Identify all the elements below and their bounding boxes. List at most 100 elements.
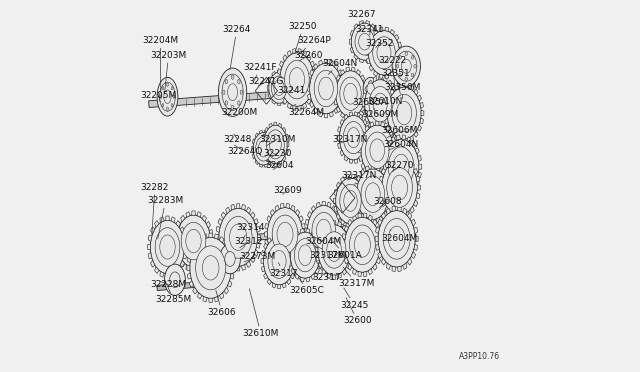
Polygon shape <box>337 106 340 113</box>
Polygon shape <box>341 77 344 83</box>
Polygon shape <box>269 161 273 166</box>
Polygon shape <box>193 287 197 294</box>
Polygon shape <box>186 265 190 270</box>
Polygon shape <box>401 214 404 219</box>
Ellipse shape <box>223 90 225 94</box>
Polygon shape <box>226 207 230 214</box>
Polygon shape <box>364 190 367 196</box>
Ellipse shape <box>367 83 374 94</box>
Ellipse shape <box>323 232 346 268</box>
Ellipse shape <box>150 220 184 274</box>
Polygon shape <box>356 175 361 182</box>
Polygon shape <box>224 242 228 248</box>
Polygon shape <box>188 257 191 263</box>
Polygon shape <box>177 254 181 261</box>
Ellipse shape <box>310 63 342 114</box>
Polygon shape <box>305 236 309 242</box>
Polygon shape <box>364 83 367 89</box>
Polygon shape <box>316 247 318 253</box>
Ellipse shape <box>225 79 228 84</box>
Ellipse shape <box>264 237 294 285</box>
Ellipse shape <box>396 64 399 68</box>
Polygon shape <box>292 49 296 54</box>
Polygon shape <box>226 261 230 267</box>
Text: 32282: 32282 <box>141 183 169 235</box>
Ellipse shape <box>177 215 211 267</box>
Polygon shape <box>390 211 394 217</box>
Polygon shape <box>354 54 358 60</box>
Polygon shape <box>189 280 194 287</box>
Text: 32273M: 32273M <box>239 252 275 262</box>
Polygon shape <box>401 155 404 161</box>
Polygon shape <box>365 166 369 171</box>
Ellipse shape <box>339 115 367 160</box>
Ellipse shape <box>225 251 235 266</box>
Polygon shape <box>378 129 382 132</box>
Polygon shape <box>381 155 385 161</box>
Polygon shape <box>280 92 284 98</box>
Polygon shape <box>292 106 296 110</box>
Polygon shape <box>363 119 367 125</box>
Polygon shape <box>389 131 394 138</box>
Polygon shape <box>394 85 399 91</box>
Polygon shape <box>394 135 399 141</box>
Polygon shape <box>376 227 380 234</box>
Ellipse shape <box>202 256 219 280</box>
Polygon shape <box>361 106 365 113</box>
Polygon shape <box>338 142 341 148</box>
Polygon shape <box>342 269 346 275</box>
Ellipse shape <box>365 132 389 169</box>
Polygon shape <box>363 150 367 156</box>
Polygon shape <box>342 250 346 256</box>
Polygon shape <box>334 190 337 196</box>
Polygon shape <box>338 127 341 133</box>
Polygon shape <box>150 260 155 267</box>
Ellipse shape <box>392 46 420 86</box>
Polygon shape <box>268 93 271 99</box>
Polygon shape <box>361 182 365 188</box>
Polygon shape <box>403 263 407 270</box>
Polygon shape <box>376 257 381 264</box>
Polygon shape <box>376 31 379 36</box>
Polygon shape <box>415 236 418 242</box>
Ellipse shape <box>240 90 243 94</box>
Polygon shape <box>365 86 369 92</box>
Text: 32312: 32312 <box>234 237 263 248</box>
Polygon shape <box>417 95 422 101</box>
Polygon shape <box>278 161 282 166</box>
Polygon shape <box>342 86 345 91</box>
Polygon shape <box>359 139 362 145</box>
Polygon shape <box>392 266 396 272</box>
Polygon shape <box>310 92 314 98</box>
Polygon shape <box>250 212 255 219</box>
Polygon shape <box>298 106 301 110</box>
Polygon shape <box>416 193 420 199</box>
Polygon shape <box>220 237 224 243</box>
Polygon shape <box>231 264 235 270</box>
Polygon shape <box>383 77 387 82</box>
Polygon shape <box>346 263 350 269</box>
Polygon shape <box>385 118 388 124</box>
Polygon shape <box>358 272 362 277</box>
Polygon shape <box>414 131 418 137</box>
Polygon shape <box>316 268 319 274</box>
Polygon shape <box>387 95 390 101</box>
Polygon shape <box>334 99 337 105</box>
Polygon shape <box>394 148 396 153</box>
Polygon shape <box>191 211 195 215</box>
Ellipse shape <box>312 212 335 249</box>
Text: 32228M: 32228M <box>150 280 186 289</box>
Ellipse shape <box>231 75 234 79</box>
Polygon shape <box>380 176 383 182</box>
Polygon shape <box>305 219 309 225</box>
Text: 32283M: 32283M <box>147 196 184 239</box>
Ellipse shape <box>399 55 401 59</box>
Polygon shape <box>340 70 345 75</box>
Polygon shape <box>316 202 321 208</box>
Text: 32317M: 32317M <box>309 245 345 260</box>
Polygon shape <box>359 155 363 161</box>
Polygon shape <box>378 219 382 226</box>
Polygon shape <box>332 249 336 256</box>
Polygon shape <box>381 212 386 219</box>
Polygon shape <box>381 173 385 179</box>
